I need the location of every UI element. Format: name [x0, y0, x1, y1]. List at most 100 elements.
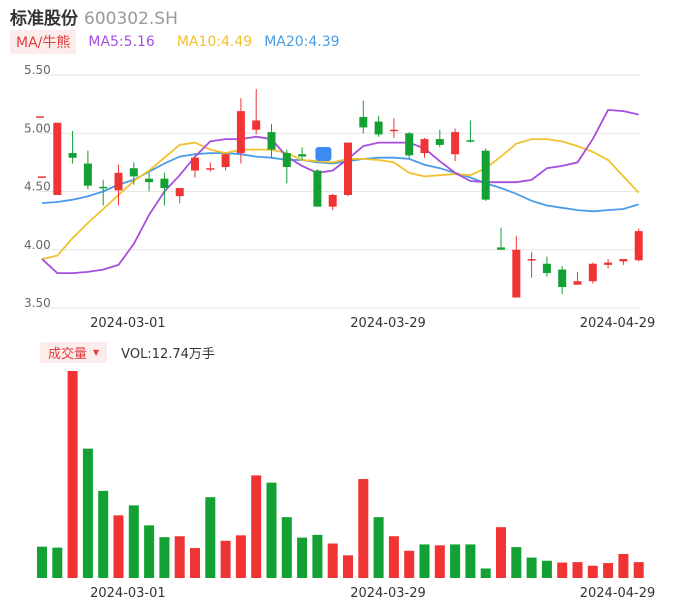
caret-down-icon: ▼: [93, 347, 100, 357]
kline-chart[interactable]: 5.50 5.00 4.50 4.00 3.50 2024-03-01 2024-03-29…: [0, 0, 686, 340]
volume-bar: [159, 537, 170, 578]
candle-body: [481, 150, 490, 200]
volume-bar: [526, 557, 537, 578]
candle: [619, 259, 628, 265]
candle-body: [344, 142, 352, 195]
volume-bar: [419, 544, 430, 578]
candle: [160, 172, 169, 206]
candle-body: [634, 231, 643, 261]
candle: [99, 179, 108, 206]
volume-bar: [67, 371, 78, 578]
ma5-line: [41, 108, 639, 274]
candle: [435, 129, 444, 148]
volume-x-tick-label: 2024-03-29: [350, 586, 426, 601]
candle-body: [619, 259, 628, 262]
candle: [114, 164, 123, 206]
candle-body: [236, 111, 245, 154]
candle-body: [542, 263, 551, 274]
candle-body: [145, 178, 154, 183]
volume-bar: [496, 527, 506, 578]
candle: [573, 271, 582, 285]
volume-bar: [281, 517, 292, 578]
volume-bar: [52, 547, 63, 578]
candle-body: [435, 139, 444, 145]
volume-bar: [174, 536, 185, 578]
candle: [328, 193, 337, 211]
candle: [512, 235, 521, 298]
candle-body: [497, 247, 505, 250]
x-tick-label: 2024-03-01: [90, 316, 166, 331]
volume-bar: [511, 547, 522, 578]
candle-body: [114, 172, 123, 191]
volume-bar: [572, 562, 583, 578]
stock-header: 标准股份 600302.SH: [10, 4, 178, 29]
volume-bar: [373, 517, 384, 578]
ma-legend: MA/牛熊 MA5:5.16 MA10:4.49 MA20:4.39: [10, 30, 340, 54]
volume-bar: [113, 515, 124, 578]
ma5-label: MA5:5.16: [88, 34, 155, 50]
candle-body: [512, 249, 521, 298]
volume-bar: [220, 540, 231, 578]
volume-bar: [251, 475, 262, 578]
y-tick-label: 4.00: [24, 238, 51, 252]
candle: [344, 142, 352, 197]
volume-bar: [465, 544, 476, 578]
candle-body: [99, 186, 108, 189]
volume-bar: [144, 525, 155, 578]
candle: [604, 259, 613, 269]
volume-bar: [358, 479, 369, 578]
candle: [145, 172, 154, 192]
candle-body: [191, 157, 199, 171]
volume-bar: [404, 550, 415, 578]
ma20-label: MA20:4.39: [264, 34, 340, 50]
candle-body: [313, 170, 322, 207]
volume-value: VOL:12.74万手: [121, 346, 215, 362]
ma10-line: [41, 138, 640, 260]
candle: [282, 149, 291, 184]
candle: [68, 130, 77, 164]
candle: [389, 118, 398, 138]
volume-bar: [235, 535, 246, 578]
y-tick-label: 4.50: [24, 180, 51, 194]
volume-bar: [82, 448, 93, 578]
volume-bar: [603, 563, 614, 578]
candle-body: [420, 139, 429, 154]
volume-bar: [205, 497, 216, 578]
volume-indicator-selector[interactable]: 成交量 ▼: [40, 341, 108, 363]
volume-bar: [297, 537, 308, 578]
candle: [129, 162, 138, 185]
candle-body: [389, 129, 398, 132]
candle: [175, 188, 184, 204]
volume-bar: [557, 562, 568, 578]
candle-body: [451, 132, 460, 155]
candle: [558, 266, 567, 295]
y-tick-label: 3.50: [24, 296, 51, 310]
candle-body: [160, 178, 169, 189]
volume-bar: [450, 544, 461, 578]
candle-body: [588, 263, 597, 282]
volume-indicator-label: 成交量: [48, 346, 88, 362]
candle-body: [328, 194, 337, 207]
volume-bar: [98, 490, 109, 578]
candle-body: [206, 168, 215, 170]
candle: [542, 256, 551, 277]
x-tick-label: 2024-04-29: [580, 316, 656, 331]
candle-body: [558, 269, 567, 288]
candle: [298, 147, 307, 161]
volume-x-tick-label: 2024-04-29: [580, 586, 656, 601]
ma-indicator-selector[interactable]: MA/牛熊: [10, 30, 77, 54]
candle: [466, 120, 475, 143]
candle-body: [267, 132, 276, 150]
volume-bar: [128, 505, 139, 578]
volume-legend: 成交量 ▼ VOL:12.74万手: [40, 341, 215, 363]
candle: [267, 123, 276, 158]
candle-body: [129, 168, 138, 177]
candle-body: [252, 120, 261, 130]
candle: [527, 252, 536, 278]
candle-body: [221, 154, 230, 168]
volume-bar: [266, 482, 277, 578]
candle-body: [83, 163, 92, 186]
candle: [313, 169, 322, 207]
candle: [206, 162, 215, 172]
